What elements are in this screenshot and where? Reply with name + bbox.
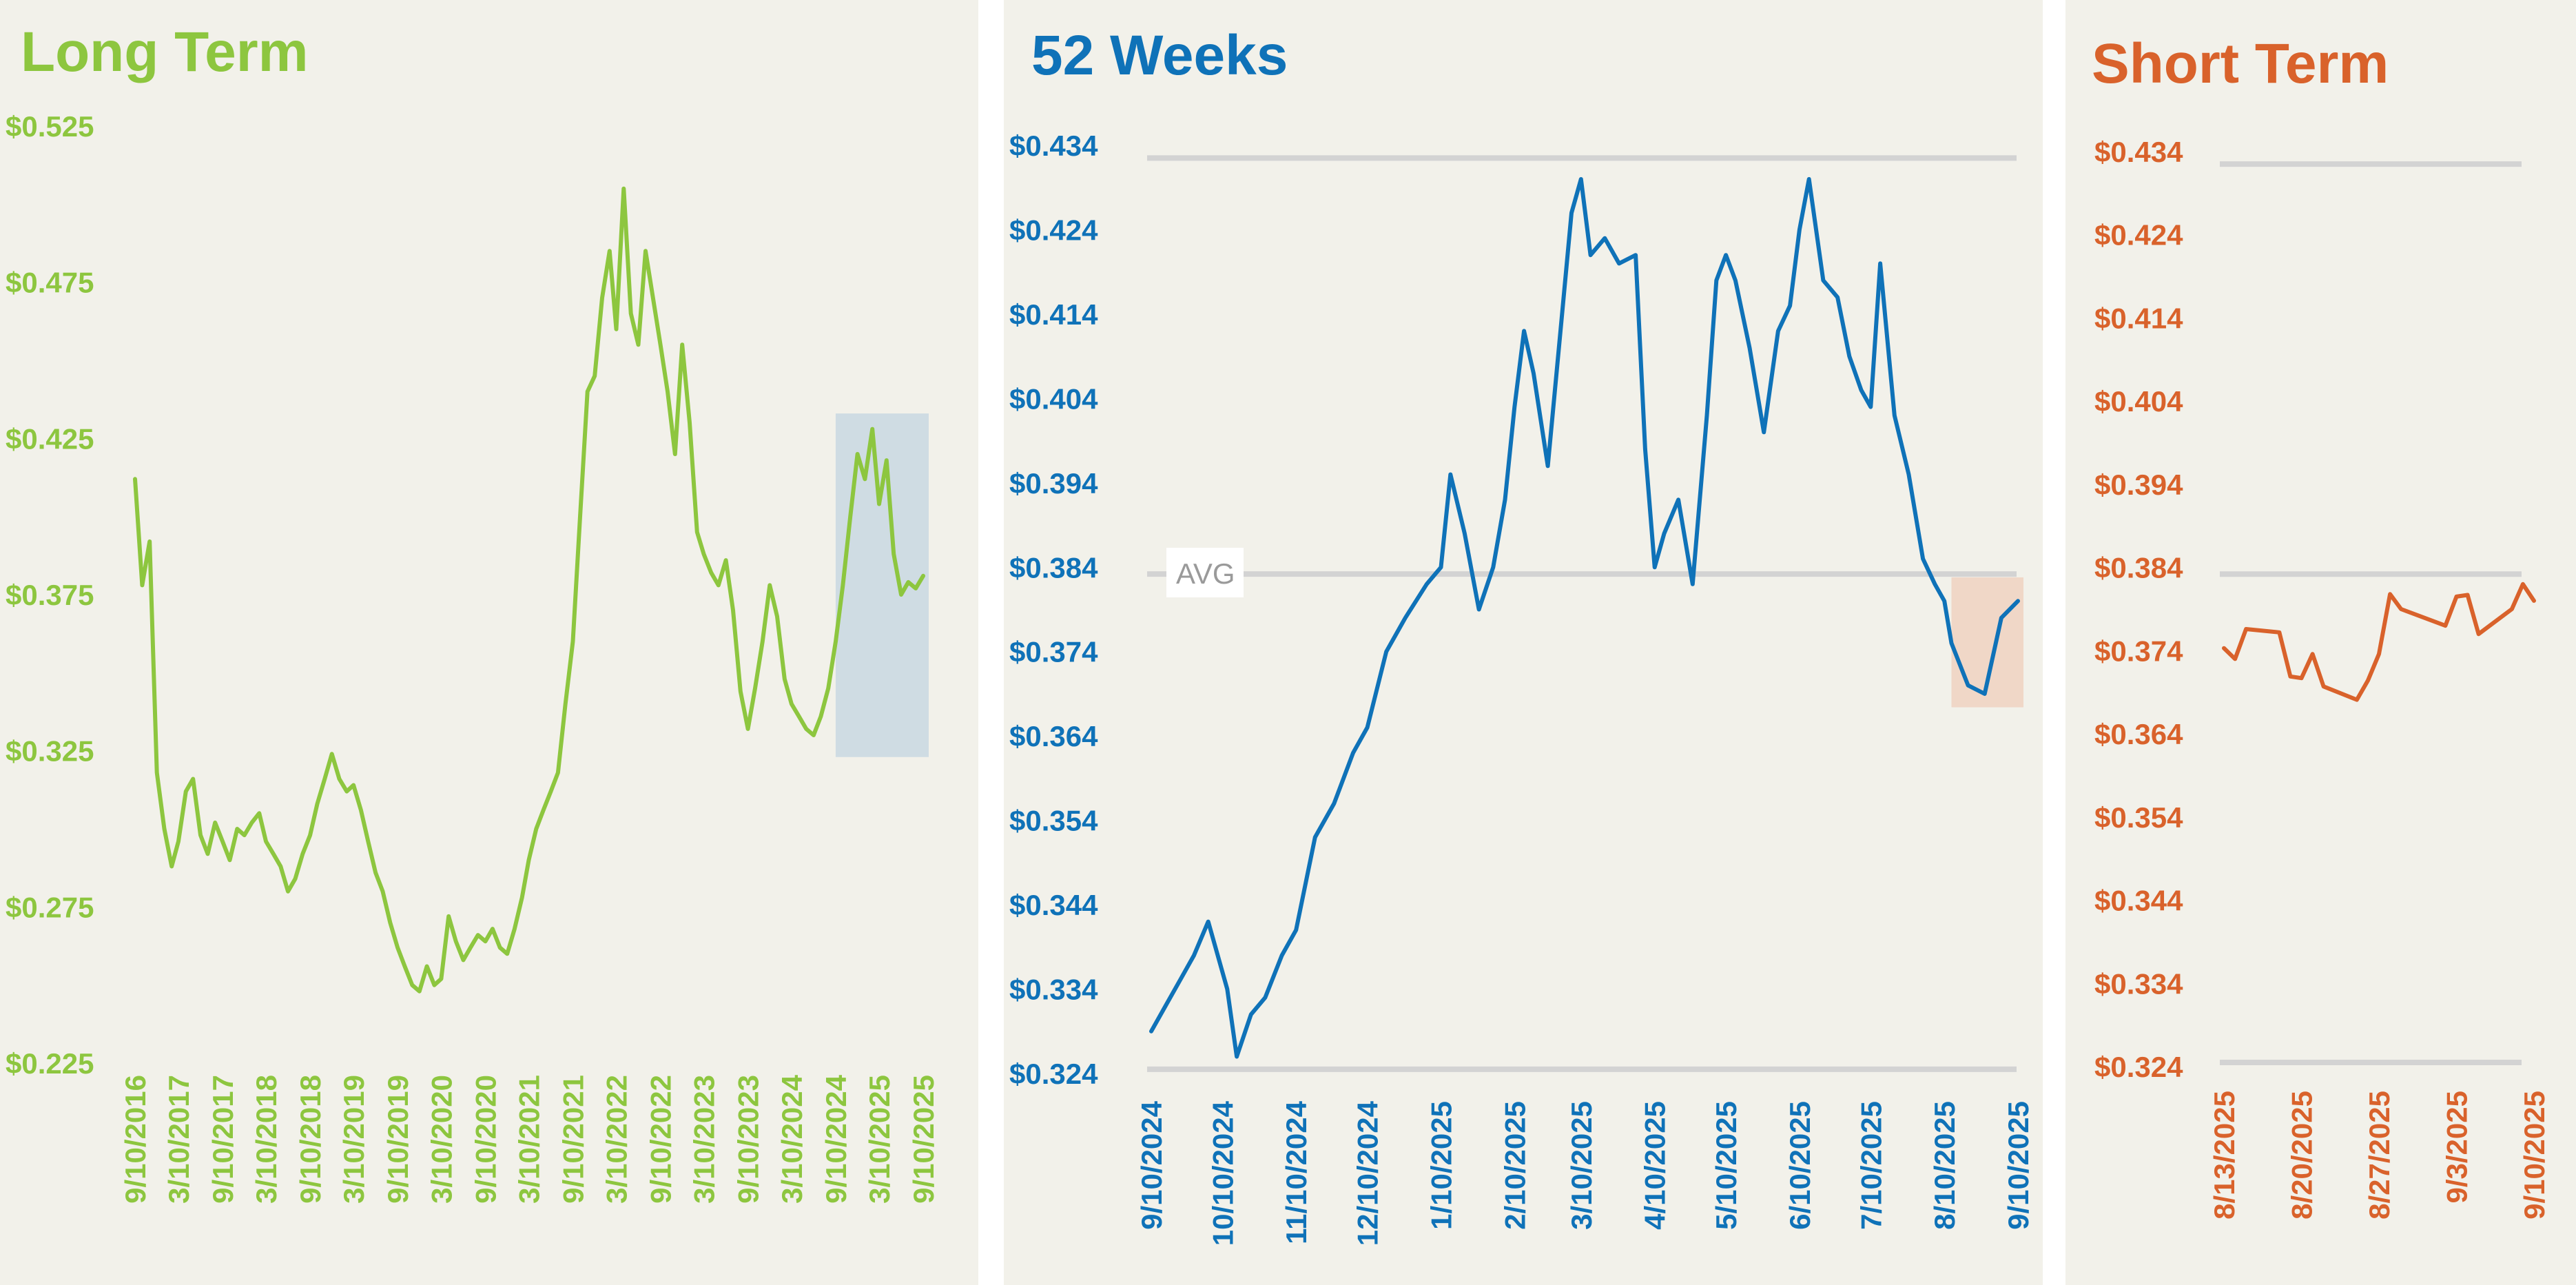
- y-tick-label: $0.414: [2094, 302, 2183, 334]
- x-tick-label: 4/10/2025: [1639, 1101, 1671, 1230]
- x-tick-label: 9/10/2023: [732, 1075, 765, 1204]
- x-tick-label: 7/10/2025: [1855, 1101, 1887, 1230]
- x-tick-label: 5/10/2025: [1710, 1101, 1742, 1230]
- y-tick-label: $0.374: [2094, 635, 2183, 667]
- avg-label-bg: [1166, 548, 1244, 597]
- x-tick-label: 3/10/2024: [776, 1074, 808, 1203]
- x-tick-label: 8/10/2025: [1928, 1101, 1961, 1230]
- long-term-panel: Long Term $0.525 $0.475 $0.425 $0.375 $0.325 $…: [0, 0, 978, 1285]
- x-tick-label: 8/27/2025: [2363, 1091, 2395, 1220]
- series-line: [1149, 177, 2020, 1059]
- y-tick-label: $0.424: [1009, 214, 1098, 246]
- x-tick-label: 3/10/2020: [425, 1075, 457, 1204]
- y-tick-label: $0.344: [1009, 889, 1098, 921]
- x-tick-label: 2/10/2025: [1498, 1101, 1531, 1230]
- y-tick-label: $0.354: [2094, 801, 2183, 834]
- x-tick-label: 9/10/2017: [207, 1075, 239, 1204]
- y-tick-label: $0.225: [6, 1047, 94, 1080]
- y-tick-label: $0.344: [2094, 885, 2183, 917]
- x-tick-label: 9/10/2025: [2518, 1091, 2551, 1220]
- y-tick-label: $0.364: [1009, 720, 1098, 752]
- y-tick-label: $0.425: [6, 422, 94, 455]
- x-tick-label: 11/10/2024: [1280, 1100, 1312, 1244]
- y-tick-label: $0.354: [1009, 805, 1098, 837]
- y-tick-label: $0.424: [2094, 219, 2183, 251]
- x-tick-label: 3/10/2023: [688, 1075, 721, 1204]
- x-tick-label: 3/10/2025: [863, 1075, 896, 1204]
- x-tick-label: 12/10/2024: [1352, 1100, 1384, 1246]
- y-tick-label: $0.375: [6, 579, 94, 611]
- short-term-panel: Short Term $0.434 $0.424 $0.414 $0.404 $0.394…: [2065, 0, 2576, 1285]
- x-tick-label: 9/10/2016: [119, 1075, 152, 1204]
- x-tick-label: 6/10/2025: [1784, 1101, 1816, 1230]
- x-tick-label: 9/10/2020: [469, 1075, 502, 1204]
- y-tick-label: $0.434: [1009, 130, 1098, 162]
- x-tick-label: 8/13/2025: [2208, 1091, 2240, 1220]
- y-tick-label: $0.374: [1009, 636, 1098, 668]
- x-tick-label: 3/10/2017: [163, 1075, 195, 1204]
- x-tick-label: 9/10/2024: [1135, 1100, 1168, 1229]
- y-tick-label: $0.384: [2094, 552, 2183, 584]
- x-tick-label: 3/10/2022: [601, 1075, 633, 1204]
- 52-weeks-panel: AVG 52 Weeks $0.434 $0.424 $0.414 $0.404 $0.39…: [1004, 0, 2043, 1285]
- 52-weeks-chart: AVG 52 Weeks $0.434 $0.424 $0.414 $0.404 $0.39…: [1009, 24, 2034, 1246]
- x-tick-label: 9/10/2019: [382, 1075, 414, 1204]
- x-tick-label: 9/10/2018: [294, 1075, 327, 1204]
- y-tick-label: $0.325: [6, 735, 94, 768]
- y-tick-label: $0.434: [2094, 136, 2183, 168]
- y-tick-label: $0.324: [1009, 1058, 1098, 1090]
- avg-label: AVG: [1176, 557, 1235, 590]
- x-tick-label: 9/10/2021: [557, 1075, 590, 1204]
- x-tick-label: 8/20/2025: [2286, 1091, 2318, 1220]
- y-tick-label: $0.324: [2094, 1051, 2183, 1083]
- x-tick-label: 9/10/2025: [2002, 1101, 2034, 1230]
- x-tick-label: 9/10/2022: [645, 1075, 677, 1204]
- y-tick-label: $0.275: [6, 891, 94, 923]
- long-term-chart: Long Term $0.525 $0.475 $0.425 $0.375 $0.325 $…: [6, 21, 940, 1204]
- y-tick-label: $0.384: [1009, 551, 1098, 584]
- y-tick-label: $0.525: [6, 110, 94, 143]
- series-line: [2222, 582, 2536, 702]
- x-tick-label: 3/10/2021: [513, 1075, 545, 1204]
- y-tick-label: $0.394: [1009, 467, 1098, 500]
- short-term-chart: Short Term $0.434 $0.424 $0.414 $0.404 $0.394…: [2092, 32, 2551, 1220]
- x-tick-label: 9/10/2025: [907, 1075, 940, 1204]
- chart-title: Short Term: [2092, 32, 2389, 95]
- series-line: [133, 186, 925, 994]
- x-tick-label: 3/10/2025: [1565, 1101, 1598, 1230]
- y-tick-label: $0.364: [2094, 718, 2183, 750]
- x-tick-label: 3/10/2018: [250, 1075, 282, 1204]
- y-tick-label: $0.334: [1009, 974, 1098, 1006]
- x-tick-label: 9/3/2025: [2441, 1091, 2473, 1204]
- x-tick-label: 1/10/2025: [1425, 1101, 1457, 1230]
- chart-title: 52 Weeks: [1031, 24, 1288, 87]
- y-tick-label: $0.475: [6, 267, 94, 299]
- y-tick-label: $0.334: [2094, 967, 2183, 1000]
- y-tick-label: $0.394: [2094, 469, 2183, 501]
- chart-title: Long Term: [21, 21, 309, 83]
- x-tick-label: 10/10/2024: [1206, 1100, 1239, 1246]
- y-tick-label: $0.404: [2094, 385, 2183, 418]
- x-tick-label: 3/10/2019: [338, 1075, 370, 1204]
- y-tick-label: $0.414: [1009, 298, 1098, 331]
- y-tick-label: $0.404: [1009, 382, 1098, 415]
- x-tick-label: 9/10/2024: [820, 1074, 852, 1203]
